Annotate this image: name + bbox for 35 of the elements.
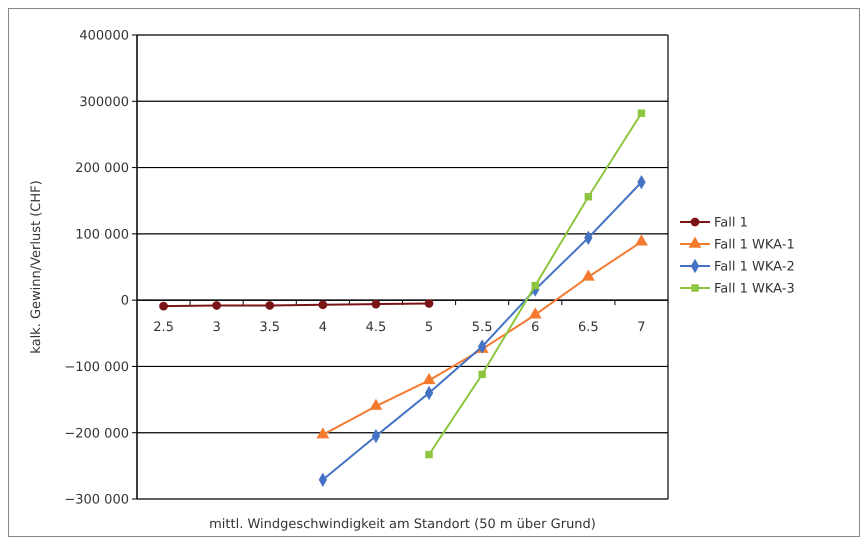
point [265,301,274,310]
legend-label: Fall 1 WKA-3 [714,282,795,297]
x-tick-label: 5 [424,320,434,336]
legend-label: Fall 1 WKA-1 [714,238,795,253]
y-tick-label: 300000 [79,94,129,110]
y-tick-label: 400000 [79,28,129,44]
point [372,300,380,308]
x-tick-label: 3 [212,320,221,336]
x-tick-label: 7 [637,320,646,336]
point [532,282,539,290]
x-tick-label: 4 [318,320,327,336]
x-axis-title: mittl. Windgeschwindigkeit am Standort (50 m über Grund) [209,517,596,532]
legend-label: Fall 1 [714,216,748,231]
y-tick-label: 100 000 [75,227,129,242]
x-tick-label: 2.5 [153,320,174,336]
x-tick-label: 3.5 [259,320,280,336]
point [584,193,592,200]
y-tick-label: 200 000 [75,161,129,176]
x-tick-label: 4.5 [366,320,386,336]
point [212,301,222,310]
point [425,450,433,458]
y-tick-label: −300 000 [64,492,129,508]
point [638,110,646,117]
x-tick-label: 5.5 [472,320,492,336]
legend-label: Fall 1 WKA-2 [714,260,795,275]
point [478,370,486,378]
y-axis-title: kalk. Gewinn/Verlust (CHF) [29,180,44,354]
y-tick-label: −100 000 [64,360,129,375]
y-tick-label: 0 [120,294,129,309]
x-tick-label: 6.5 [578,320,599,336]
x-tick-label: 6 [531,320,540,336]
y-tick-label: −200 000 [64,426,129,442]
point [424,299,434,308]
point [159,302,168,310]
point [318,300,328,310]
